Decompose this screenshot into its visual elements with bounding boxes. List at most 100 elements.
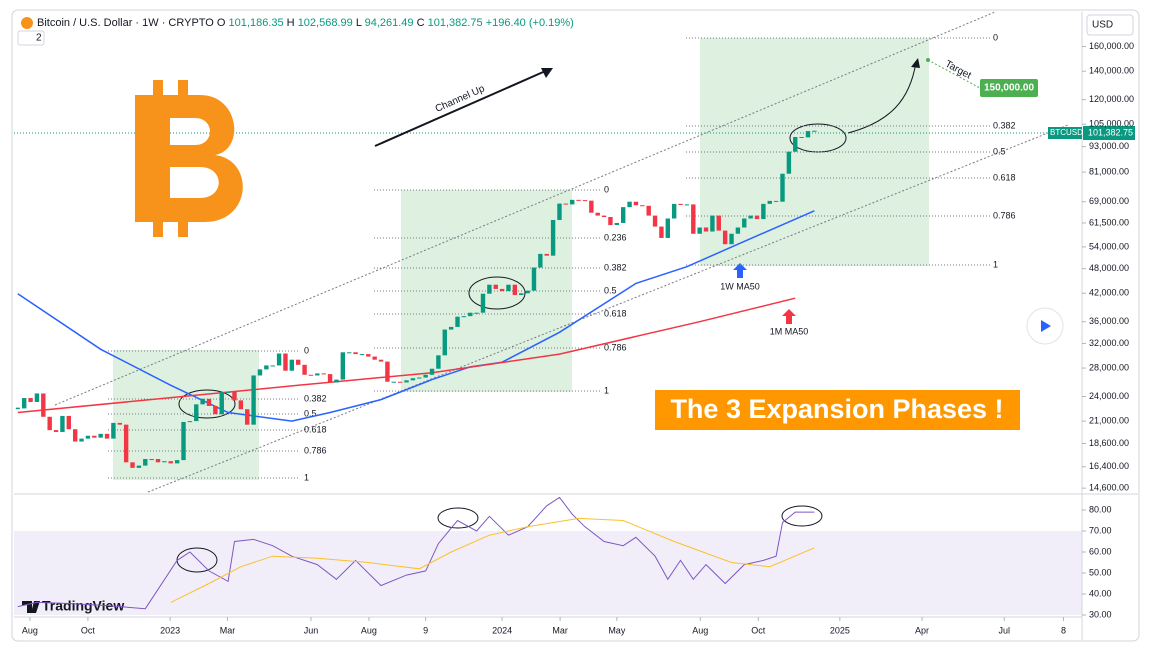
channel-line	[54, 11, 996, 406]
candle	[187, 421, 193, 423]
banner-text: The 3 Expansion Phases !	[670, 394, 1003, 424]
candle	[296, 359, 301, 365]
play-icon	[1041, 320, 1051, 332]
candle	[480, 293, 486, 313]
x-tick-label: Aug	[692, 625, 708, 635]
candle	[684, 204, 690, 206]
candle	[264, 365, 269, 370]
series-line	[17, 496, 815, 610]
candle	[276, 353, 282, 366]
candle	[385, 361, 390, 382]
candle	[315, 373, 320, 376]
fib-label: 0.5	[304, 408, 317, 418]
candle	[289, 359, 295, 371]
fib-label: 0.382	[304, 393, 327, 403]
candle	[633, 201, 639, 206]
x-tick-label: Jul	[998, 625, 1010, 635]
ma-arrow	[782, 309, 796, 324]
currency-box[interactable]	[1086, 14, 1134, 36]
candle	[627, 201, 632, 208]
y-tick-label: 70.00	[1089, 525, 1112, 535]
candle	[60, 415, 65, 432]
banner	[655, 390, 1020, 430]
header-item: 102,568.99	[298, 17, 353, 29]
x-tick-label: Jun	[304, 625, 319, 635]
candle	[722, 230, 728, 245]
x-tick-label: Aug	[361, 625, 377, 635]
candle	[283, 353, 288, 371]
candle	[455, 316, 460, 327]
phase-box	[401, 190, 572, 392]
candle	[735, 227, 741, 234]
candle	[780, 173, 785, 202]
candle	[436, 355, 441, 369]
candle	[200, 398, 205, 405]
candle	[754, 215, 760, 220]
ma-arrow	[733, 263, 747, 278]
candle	[544, 253, 549, 256]
y-tick-label: 36,000.00	[1089, 316, 1129, 326]
header: Bitcoin / U.S. Dollar · 1W · CRYPTO O 10…	[37, 17, 574, 29]
y-tick-label: 48,000.00	[1089, 263, 1129, 273]
y-tick-label: 69,000.00	[1089, 196, 1129, 206]
candle	[576, 199, 581, 201]
x-tick-label: 8	[1061, 625, 1066, 635]
candle	[525, 290, 530, 294]
target-price: 150,000.00	[984, 83, 1034, 94]
ellipse	[178, 389, 236, 419]
candle	[232, 391, 237, 401]
fib-label: 0.236	[604, 232, 627, 242]
candle	[28, 398, 33, 402]
candle	[251, 375, 256, 425]
fib-label: 0.382	[993, 120, 1016, 130]
rsi-band	[14, 531, 1082, 615]
bitcoin-logo	[135, 95, 243, 222]
phase-box	[113, 350, 259, 480]
candle	[703, 227, 709, 232]
candle	[66, 415, 72, 430]
candle	[346, 352, 352, 354]
header-item: L	[356, 17, 362, 29]
fib-label: 1	[993, 259, 998, 269]
x-tick-label: Aug	[22, 625, 38, 635]
candle	[302, 364, 307, 375]
candle	[614, 222, 620, 226]
candle	[359, 354, 365, 356]
candle	[423, 374, 428, 378]
fib-label: 0.618	[304, 424, 327, 434]
target-price-box	[980, 79, 1038, 97]
candle	[181, 422, 186, 461]
y-tick-label: 120,000.00	[1089, 94, 1134, 104]
candle	[72, 429, 78, 442]
header-item: H	[287, 17, 295, 29]
candle	[742, 218, 747, 228]
candle	[691, 204, 696, 234]
candle	[257, 369, 263, 376]
header-item: 94,261.49	[365, 17, 414, 29]
ma-label: 1M MA50	[770, 326, 809, 336]
candle	[697, 227, 702, 234]
x-tick-label: Mar	[220, 625, 236, 635]
y-tick-label: 21,000.00	[1089, 416, 1129, 426]
currency: USD	[1092, 20, 1113, 31]
bitcoin-logo	[178, 80, 188, 96]
candle	[417, 377, 422, 379]
header-item: O	[217, 17, 226, 29]
indicator-toggle[interactable]	[17, 30, 45, 46]
candle	[194, 404, 199, 422]
candle	[213, 405, 218, 415]
arrow-head	[541, 68, 553, 78]
candle	[786, 151, 792, 174]
x-tick-label: Oct	[751, 625, 766, 635]
x-tick-label: Mar	[552, 625, 568, 635]
candle	[47, 416, 52, 431]
candle	[512, 284, 518, 296]
fib-label: 1	[604, 385, 609, 395]
fib-label: 0.786	[304, 445, 327, 455]
fib-label: 0.786	[993, 210, 1016, 220]
candle	[468, 312, 473, 317]
y-tick-label: 24,000.00	[1089, 391, 1129, 401]
candle	[149, 459, 154, 461]
candle	[793, 137, 798, 152]
fib-label: 0	[993, 32, 998, 42]
